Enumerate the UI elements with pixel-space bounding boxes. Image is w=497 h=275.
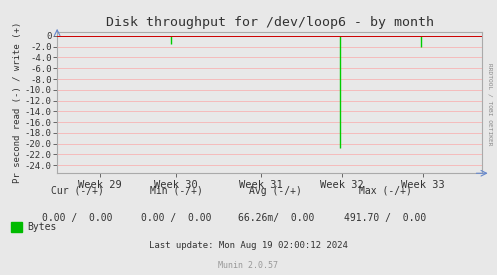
Text: RRDTOOL / TOBI OETIKER: RRDTOOL / TOBI OETIKER xyxy=(487,63,492,146)
Y-axis label: Pr second read (-) / write (+): Pr second read (-) / write (+) xyxy=(13,22,22,183)
Text: 491.70 /  0.00: 491.70 / 0.00 xyxy=(344,213,426,223)
Title: Disk throughput for /dev/loop6 - by month: Disk throughput for /dev/loop6 - by mont… xyxy=(106,16,433,29)
Text: 66.26m/  0.00: 66.26m/ 0.00 xyxy=(238,213,314,223)
Text: Max (-/+): Max (-/+) xyxy=(359,186,412,196)
Text: Last update: Mon Aug 19 02:00:12 2024: Last update: Mon Aug 19 02:00:12 2024 xyxy=(149,241,348,249)
Text: 0.00 /  0.00: 0.00 / 0.00 xyxy=(42,213,112,223)
Text: Avg (-/+): Avg (-/+) xyxy=(249,186,302,196)
Text: Min (-/+): Min (-/+) xyxy=(150,186,203,196)
Text: 0.00 /  0.00: 0.00 / 0.00 xyxy=(141,213,212,223)
Text: Bytes: Bytes xyxy=(27,222,57,232)
Text: Cur (-/+): Cur (-/+) xyxy=(51,186,103,196)
Text: Munin 2.0.57: Munin 2.0.57 xyxy=(219,261,278,270)
